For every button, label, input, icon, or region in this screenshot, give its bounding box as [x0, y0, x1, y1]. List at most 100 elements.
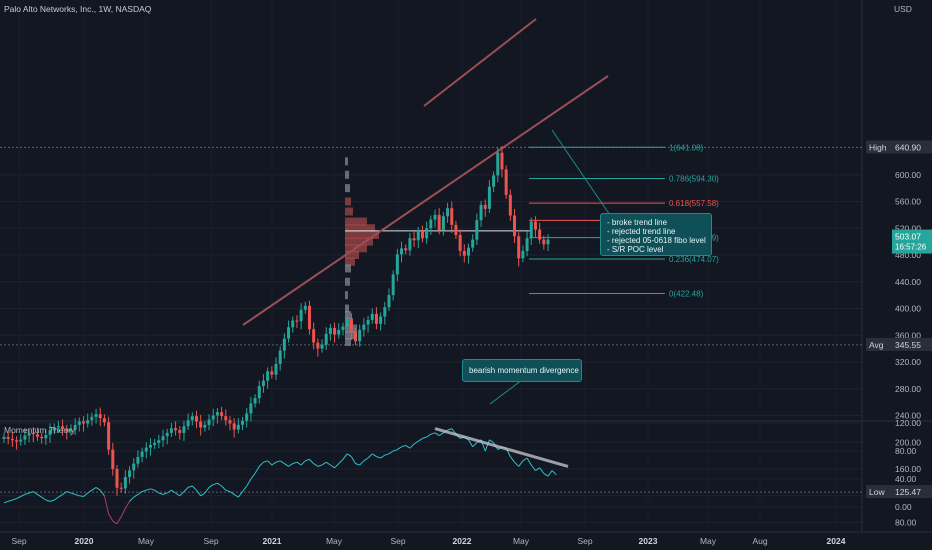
channel-lower-line: [242, 75, 609, 326]
volume-profile-bar: [345, 304, 349, 313]
channel-upper-line: [423, 18, 537, 107]
momentum-segment: [409, 443, 415, 449]
candle-body: [241, 420, 245, 425]
momentum-segment: [233, 493, 239, 498]
momentum-segment: [49, 499, 55, 502]
momentum-segment: [514, 461, 520, 467]
momentum-segment: [87, 489, 93, 494]
candle-body: [144, 447, 148, 452]
momentum-segment: [468, 439, 474, 448]
momentum-segment: [108, 513, 114, 522]
momentum-segment: [271, 461, 277, 466]
volume-profile-bar: [345, 184, 350, 193]
divergence-line: [434, 427, 569, 468]
price-label-tag: [866, 140, 892, 154]
momentum-segment: [237, 491, 243, 498]
momentum-segment: [522, 457, 528, 462]
time-tick-label: Sep: [11, 536, 26, 546]
momentum-segment: [363, 457, 369, 462]
callout-line: - S/R POC level: [607, 245, 664, 254]
candle-body: [538, 229, 542, 240]
momentum-segment: [267, 460, 273, 466]
currency-label: USD: [894, 4, 912, 14]
momentum-segment: [217, 482, 222, 487]
candle-body: [115, 469, 119, 488]
momentum-segment: [472, 442, 478, 448]
momentum-segment: [225, 489, 231, 493]
candle-body: [15, 440, 19, 442]
momentum-segment: [166, 489, 172, 494]
momentum-segment: [79, 495, 84, 497]
price-tick-label: 560.00: [895, 197, 921, 207]
candle-body: [123, 477, 127, 489]
momentum-segment: [330, 464, 335, 469]
momentum-segment: [543, 472, 549, 477]
candle-body: [56, 426, 60, 428]
momentum-segment: [187, 485, 193, 488]
candle-body: [107, 422, 111, 450]
momentum-segment: [526, 457, 532, 466]
momentum-segment: [417, 437, 423, 442]
price-label-name: Low: [869, 487, 885, 497]
candle-body: [379, 316, 383, 324]
momentum-tick-label: 40.00: [895, 474, 917, 484]
candle-body: [174, 428, 178, 431]
chart-title: Palo Alto Networks, Inc., 1W, NASDAQ: [4, 4, 152, 14]
candle-body: [19, 439, 23, 442]
candle-body: [479, 204, 483, 221]
momentum-segment: [380, 454, 386, 459]
candle-body: [412, 238, 416, 241]
candle-body: [437, 214, 441, 231]
candle-body: [420, 230, 424, 239]
momentum-segment: [376, 456, 381, 459]
momentum-segment: [518, 460, 524, 467]
candle-body: [513, 215, 517, 237]
momentum-segment: [447, 428, 452, 431]
candle-body: [303, 305, 307, 310]
candle-body: [500, 152, 504, 170]
time-tick-label: May: [700, 536, 717, 546]
candle-body: [132, 463, 136, 471]
candle-body: [508, 194, 512, 216]
price-tick-label: 320.00: [895, 357, 921, 367]
time-tick-label: 2024: [827, 536, 846, 546]
momentum-segment: [355, 463, 360, 466]
candle-body: [295, 320, 299, 322]
momentum-segment: [196, 489, 202, 497]
candle-body: [450, 208, 454, 225]
price-tick-label: 480.00: [895, 250, 921, 260]
candle-body: [429, 219, 433, 229]
momentum-segment: [258, 461, 264, 467]
momentum-segment: [359, 460, 365, 466]
candle-body: [458, 234, 462, 251]
candle-body: [215, 412, 219, 416]
momentum-segment: [137, 491, 143, 495]
momentum-segment: [547, 470, 553, 477]
candle-body: [178, 430, 182, 433]
time-tick-label: Sep: [577, 536, 592, 546]
momentum-segment: [346, 453, 352, 458]
momentum-segment: [413, 440, 419, 445]
fib-level-label: 0(422.48): [669, 289, 704, 298]
momentum-segment: [321, 461, 327, 466]
candle-body: [203, 424, 207, 428]
momentum-segment: [45, 499, 51, 502]
candle-body: [44, 434, 48, 439]
fib-level-label: 1(641.08): [669, 143, 704, 152]
momentum-segment: [489, 439, 494, 444]
volume-profile-bar: [345, 264, 351, 273]
fib-level-label: 0.786(594.30): [669, 175, 719, 184]
candle-body: [261, 380, 265, 387]
price-tick-label: 360.00: [895, 330, 921, 340]
time-tick-label: Sep: [390, 536, 405, 546]
momentum-segment: [530, 464, 536, 471]
momentum-segment: [33, 491, 38, 495]
momentum-segment: [325, 461, 331, 466]
momentum-segment: [175, 492, 181, 497]
candle-body: [466, 247, 470, 256]
candle-body: [73, 424, 77, 430]
candle-body: [140, 451, 144, 457]
momentum-segment: [58, 493, 63, 498]
candle-body: [525, 238, 529, 251]
